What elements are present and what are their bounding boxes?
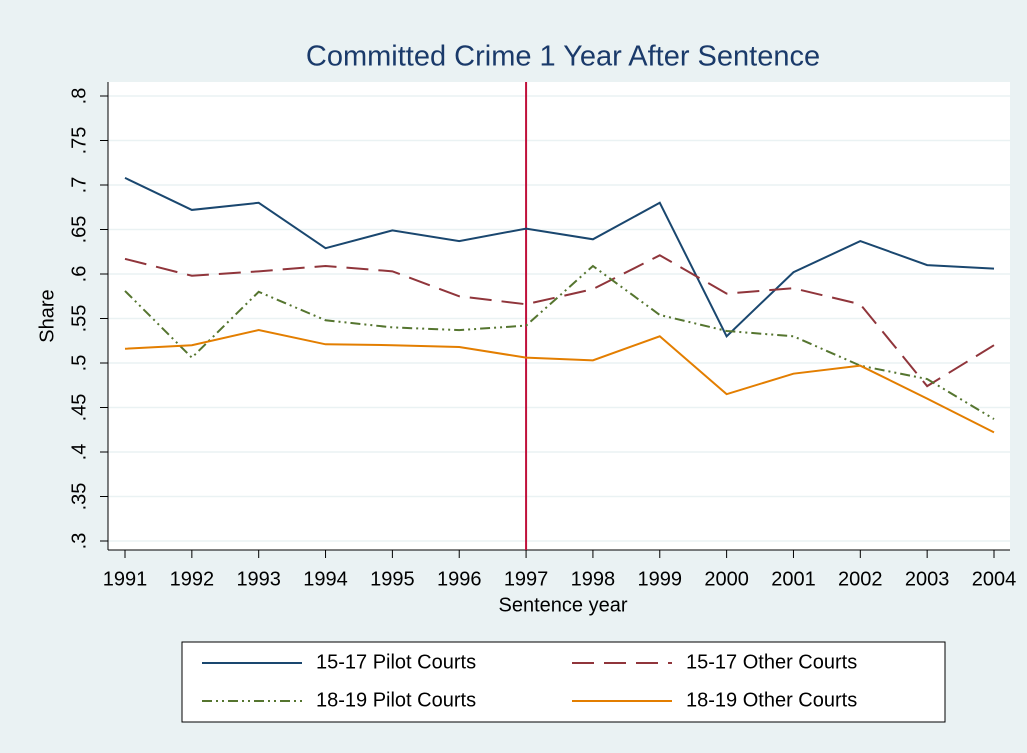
chart-title: Committed Crime 1 Year After Sentence <box>306 41 820 73</box>
series-line <box>124 176 995 338</box>
y-tick-label: .65 <box>68 216 90 244</box>
x-axis-title: Sentence year <box>499 594 628 616</box>
x-tick-label: 1995 <box>370 568 415 590</box>
legend-label: 18-19 Other Courts <box>686 689 857 711</box>
x-tick-label: 2002 <box>838 568 883 590</box>
y-tick-label: .8 <box>68 88 90 105</box>
x-tick-label: 1999 <box>638 568 683 590</box>
x-tick-label: 1992 <box>170 568 215 590</box>
legend <box>181 641 946 723</box>
y-tick-label: .45 <box>68 394 90 422</box>
series-line <box>124 329 995 434</box>
x-tick-label: 2001 <box>771 568 816 590</box>
x-tick-label: 2004 <box>972 568 1017 590</box>
y-tick-label: .55 <box>68 305 90 333</box>
legend-label: 15-17 Pilot Courts <box>316 651 476 673</box>
x-tick-label: 1996 <box>437 568 482 590</box>
legend-label: 18-19 Pilot Courts <box>316 689 476 711</box>
x-tick-label: 2000 <box>704 568 749 590</box>
y-tick-label: .7 <box>68 177 90 194</box>
x-tick-label: 1994 <box>303 568 348 590</box>
x-tick-label: 2003 <box>905 568 950 590</box>
y-axis-title: Share <box>36 289 58 342</box>
y-tick-label: .4 <box>68 444 90 461</box>
x-tick-label: 1993 <box>236 568 281 590</box>
y-tick-label: .75 <box>68 127 90 155</box>
y-tick-label: .35 <box>68 483 90 511</box>
x-tick-label: 1991 <box>103 568 148 590</box>
y-tick-label: .6 <box>68 266 90 283</box>
series-line <box>124 254 995 388</box>
y-tick-label: .3 <box>68 533 90 550</box>
y-tick-label: .5 <box>68 355 90 372</box>
x-tick-label: 1998 <box>571 568 616 590</box>
plot-area <box>108 82 1010 550</box>
legend-label: 15-17 Other Courts <box>686 651 857 673</box>
x-tick-label: 1997 <box>504 568 549 590</box>
